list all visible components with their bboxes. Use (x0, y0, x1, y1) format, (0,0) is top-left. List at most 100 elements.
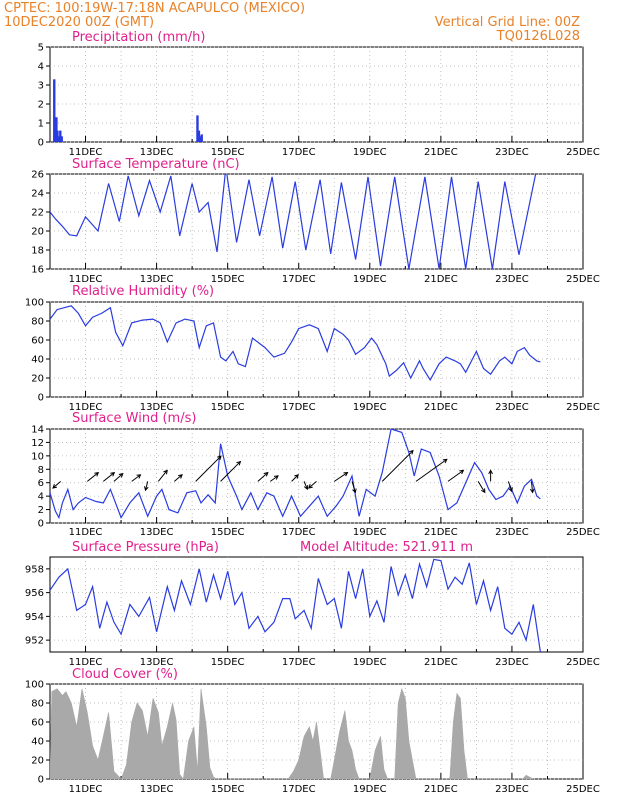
humidity-title: Relative Humidity (%) (72, 284, 214, 299)
wind-arrow (220, 461, 241, 482)
y-tick-label: 80 (31, 317, 44, 328)
header-run-date: 10DEC2020 00Z (GMT) (4, 15, 154, 30)
y-tick-label: 0 (38, 393, 44, 404)
y-tick-label: 20 (31, 227, 44, 238)
plot-area (50, 174, 537, 269)
wind-arrow-head (144, 486, 149, 492)
x-tick-label: 13DEC (140, 657, 174, 668)
precipitation-panel: Precipitation (mm/h) 0 1 2 3 4 5 11DEC 13DEC 15D… (38, 30, 600, 158)
x-tick-label: 25DEC (566, 274, 600, 285)
wind-arrow-head (442, 458, 448, 464)
x-tick-label: 21DEC (424, 147, 458, 158)
wind-arrow-head (308, 484, 313, 489)
y-tick-label: 22 (31, 208, 44, 219)
precip-bar (196, 115, 199, 142)
wind-arrow (52, 480, 61, 489)
x-tick-label: 11DEC (69, 274, 103, 285)
precip-bar (200, 134, 203, 142)
plot-area (50, 558, 541, 652)
wind-arrow-head (94, 471, 100, 477)
wind-panel: Surface Wind (m/s) 0 2 4 6 8 10 12 14 11DEC 13DEC… (31, 411, 600, 538)
y-tick-label: 26 (31, 170, 44, 181)
precip-bar (56, 130, 59, 142)
y-tick-label: 20 (31, 374, 44, 385)
plot-frame (49, 46, 584, 143)
wind-arrow (447, 469, 464, 482)
series-line (50, 305, 541, 382)
y-tick-label: 954 (25, 612, 44, 623)
wind-arrow-head (136, 474, 142, 479)
wind-arrow (351, 481, 356, 493)
x-tick-label: 15DEC (211, 784, 245, 795)
wind-arrow (145, 481, 149, 491)
x-tick-label: 23DEC (495, 784, 529, 795)
series-line (50, 429, 541, 520)
x-tick-label: 11DEC (69, 657, 103, 668)
y-tick-label: 0 (38, 138, 44, 149)
y-tick-label: 24 (31, 189, 44, 200)
wind-arrow-head (216, 455, 222, 461)
x-tick-label: 19DEC (353, 527, 387, 538)
x-tick-label: 13DEC (140, 784, 174, 795)
x-tick-label: 15DEC (211, 274, 245, 285)
header-model-code: TQ0126L028 (496, 29, 580, 44)
y-tick-label: 12 (31, 438, 44, 449)
x-tick-label: 13DEC (140, 402, 174, 413)
temperature-panel: Surface Temperature (nC) 16 18 20 22 24 26 11D… (31, 157, 600, 285)
wind-arrow-head (409, 449, 414, 455)
wind-arrow (530, 481, 534, 493)
x-tick-label: 23DEC (495, 527, 529, 538)
x-tick-label: 13DEC (140, 147, 174, 158)
model-altitude: Model Altitude: 521.911 m (300, 540, 473, 555)
wind-arrow-head (303, 485, 309, 491)
wind-arrow-head (529, 488, 535, 494)
wind-arrow-head (343, 472, 349, 477)
y-tick-label: 40 (31, 355, 44, 366)
precip-bar (60, 136, 63, 142)
y-tick-label: 40 (31, 737, 44, 748)
wind-arrow (113, 473, 124, 482)
x-tick-label: 15DEC (211, 527, 245, 538)
y-tick-label: 14 (31, 425, 44, 436)
y-tick-label: 956 (25, 588, 44, 599)
wind-arrow-head (163, 469, 168, 475)
x-tick-label: 21DEC (424, 274, 458, 285)
plot-area (50, 305, 541, 382)
y-tick-label: 6 (38, 478, 44, 489)
wind-arrow-head (263, 471, 269, 477)
wind-arrow (195, 455, 222, 482)
plot-frame (49, 301, 584, 398)
wind-arrow (270, 475, 279, 482)
wind-arrow-head (273, 475, 279, 480)
x-tick-label: 17DEC (282, 527, 316, 538)
plot-frame (49, 173, 584, 270)
x-tick-label: 23DEC (495, 402, 529, 413)
x-tick-label: 25DEC (566, 657, 600, 668)
y-tick-label: 16 (31, 265, 44, 276)
x-tick-label: 11DEC (69, 147, 103, 158)
y-tick-label: 1 (38, 119, 44, 130)
x-tick-label: 17DEC (282, 147, 316, 158)
x-tick-label: 19DEC (353, 657, 387, 668)
plot-area (53, 79, 203, 142)
wind-arrow-head (118, 473, 124, 478)
x-tick-label: 17DEC (282, 402, 316, 413)
x-tick-label: 11DEC (69, 402, 103, 413)
header-grid-line: Vertical Grid Line: 00Z (435, 15, 580, 30)
wind-arrow (157, 470, 168, 482)
pressure-title: Surface Pressure (hPa) (72, 540, 219, 555)
precip-bar (57, 136, 61, 142)
x-tick-label: 19DEC (353, 147, 387, 158)
x-tick-label: 19DEC (353, 274, 387, 285)
x-tick-label: 25DEC (566, 402, 600, 413)
precipitation-title: Precipitation (mm/h) (72, 30, 205, 45)
wind-arrow-head (508, 487, 513, 493)
x-tick-label: 23DEC (495, 657, 529, 668)
x-tick-label: 25DEC (566, 527, 600, 538)
cloud-cover-title: Cloud Cover (%) (72, 667, 178, 682)
x-tick-label: 25DEC (566, 147, 600, 158)
wind-arrow (477, 481, 486, 493)
series-line (50, 558, 541, 652)
wind-arrow (131, 474, 141, 482)
